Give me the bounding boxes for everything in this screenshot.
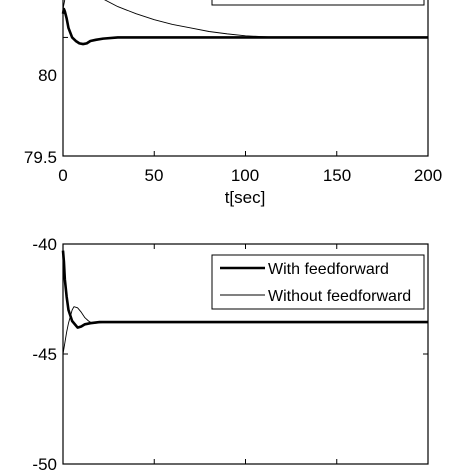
top-plot-frame bbox=[62, 0, 429, 157]
bottom-legend-box bbox=[211, 254, 425, 310]
bottom-ytick-label: -45 bbox=[32, 345, 57, 364]
top-chart: 80 79.5 0 50 100 150 200 t[sec] bbox=[24, 0, 442, 207]
series-line-with-feedforward bbox=[61, 7, 428, 46]
bottom-ytick-label: -40 bbox=[32, 235, 57, 254]
top-x-axis-label: t[sec] bbox=[225, 188, 266, 207]
top-xtick-label: 150 bbox=[323, 166, 351, 185]
series-line-without-feedforward bbox=[62, 306, 118, 355]
top-xtick-label: 200 bbox=[414, 166, 442, 185]
legend-label-without-feedforward: Without feedforward bbox=[268, 288, 411, 305]
legend-label-with-feedforward: With feedforward bbox=[268, 261, 389, 278]
series-line-without-feedforward bbox=[62, 0, 277, 38]
top-ytick-label: 80 bbox=[38, 66, 57, 85]
top-xtick-label: 0 bbox=[58, 166, 67, 185]
bottom-chart: With feedforward Without feedforward -40… bbox=[32, 235, 429, 474]
top-ytick-label: 79.5 bbox=[24, 148, 57, 167]
series-line-with-feedforward bbox=[61, 250, 428, 329]
top-xtick-label: 50 bbox=[145, 166, 164, 185]
top-xtick-label: 100 bbox=[231, 166, 259, 185]
top-legend-box bbox=[211, 0, 425, 6]
bottom-ytick-label: -50 bbox=[32, 455, 57, 474]
